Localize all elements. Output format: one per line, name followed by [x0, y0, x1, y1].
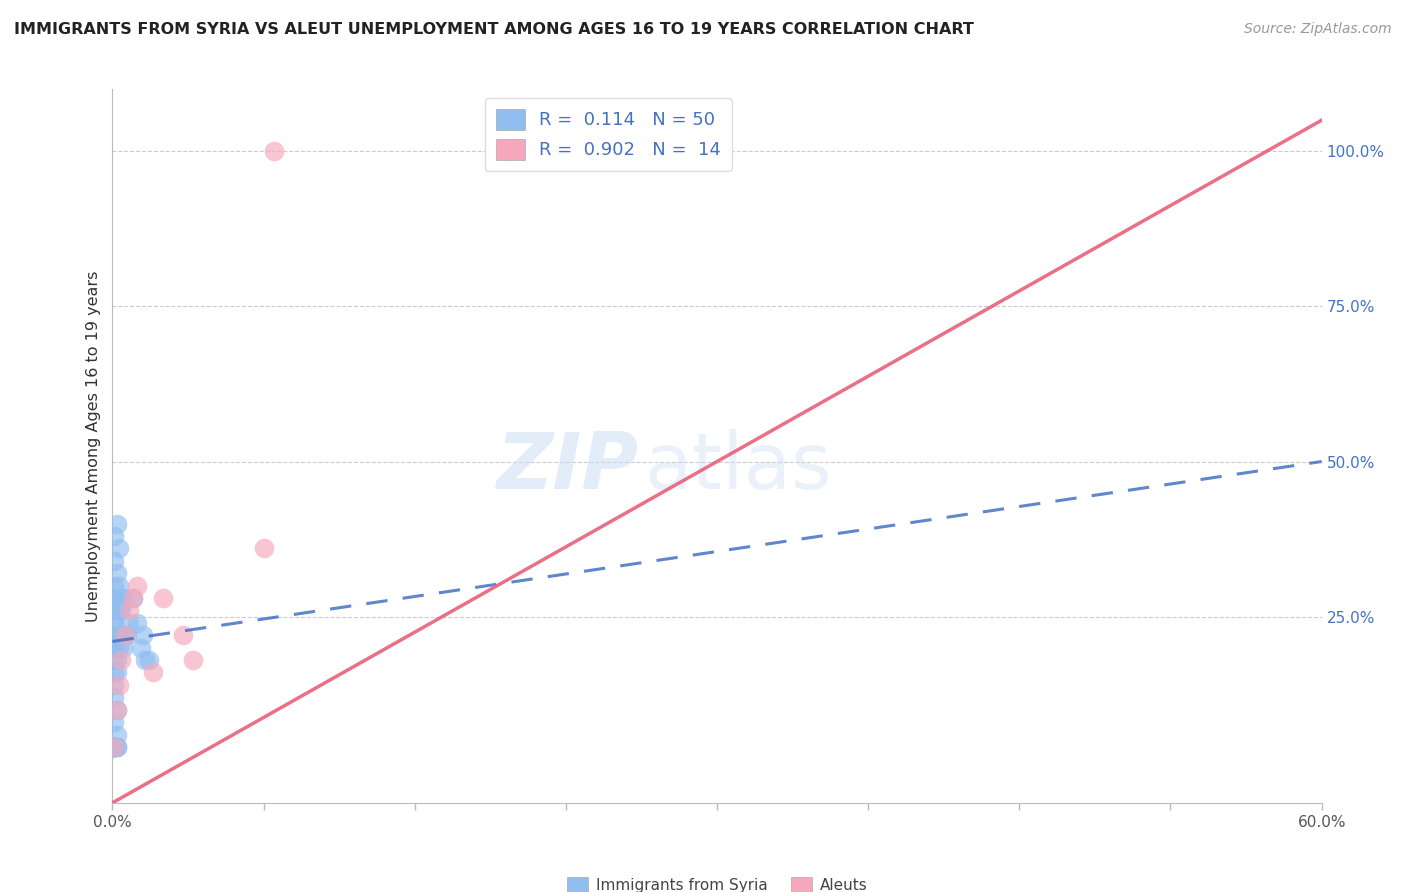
Point: [105, 653, 128, 667]
Point: [111, 640, 134, 655]
Point: [105, 516, 128, 531]
Point: [117, 615, 139, 630]
Point: [172, 628, 194, 642]
Point: [105, 591, 128, 605]
Point: [105, 739, 128, 754]
Text: ZIP: ZIP: [496, 429, 638, 506]
Point: [105, 727, 128, 741]
Point: [132, 628, 155, 642]
Point: [110, 603, 132, 617]
Point: [103, 715, 125, 730]
Point: [103, 739, 125, 754]
Point: [107, 603, 129, 617]
Point: [107, 628, 129, 642]
Point: [125, 615, 148, 630]
Point: [263, 145, 285, 159]
Point: [103, 665, 125, 680]
Point: [103, 529, 125, 543]
Point: [107, 603, 129, 617]
Point: [103, 640, 125, 655]
Point: [103, 554, 125, 568]
Point: [105, 703, 128, 717]
Point: [134, 653, 156, 667]
Point: [110, 653, 132, 667]
Point: [114, 628, 136, 642]
Point: [103, 678, 125, 692]
Point: [103, 739, 125, 754]
Point: [105, 665, 128, 680]
Point: [103, 615, 125, 630]
Point: [111, 591, 134, 605]
Y-axis label: Unemployment Among Ages 16 to 19 years: Unemployment Among Ages 16 to 19 years: [86, 270, 101, 622]
Point: [103, 579, 125, 593]
Point: [107, 541, 129, 556]
Point: [107, 678, 129, 692]
Point: [129, 640, 152, 655]
Point: [110, 591, 132, 605]
Point: [125, 579, 148, 593]
Point: [103, 615, 125, 630]
Point: [103, 739, 125, 754]
Point: [103, 739, 125, 754]
Text: atlas: atlas: [644, 429, 832, 506]
Point: [105, 703, 128, 717]
Point: [253, 541, 276, 556]
Point: [152, 591, 174, 605]
Point: [103, 690, 125, 705]
Point: [103, 653, 125, 667]
Point: [105, 628, 128, 642]
Point: [103, 739, 125, 754]
Point: [107, 640, 129, 655]
Point: [142, 665, 165, 680]
Point: [110, 628, 132, 642]
Point: [105, 566, 128, 581]
Point: [121, 591, 143, 605]
Point: [105, 739, 128, 754]
Point: [103, 739, 125, 754]
Point: [121, 591, 143, 605]
Point: [107, 579, 129, 593]
Point: [105, 591, 128, 605]
Point: [103, 603, 125, 617]
Text: IMMIGRANTS FROM SYRIA VS ALEUT UNEMPLOYMENT AMONG AGES 16 TO 19 YEARS CORRELATIO: IMMIGRANTS FROM SYRIA VS ALEUT UNEMPLOYM…: [14, 22, 974, 37]
Point: [115, 628, 138, 642]
Point: [138, 653, 160, 667]
Legend: Immigrants from Syria, Aleuts: Immigrants from Syria, Aleuts: [561, 871, 873, 892]
Point: [103, 640, 125, 655]
Point: [181, 653, 204, 667]
Point: [114, 628, 136, 642]
Point: [117, 603, 139, 617]
Text: Source: ZipAtlas.com: Source: ZipAtlas.com: [1244, 22, 1392, 37]
Point: [103, 739, 125, 754]
